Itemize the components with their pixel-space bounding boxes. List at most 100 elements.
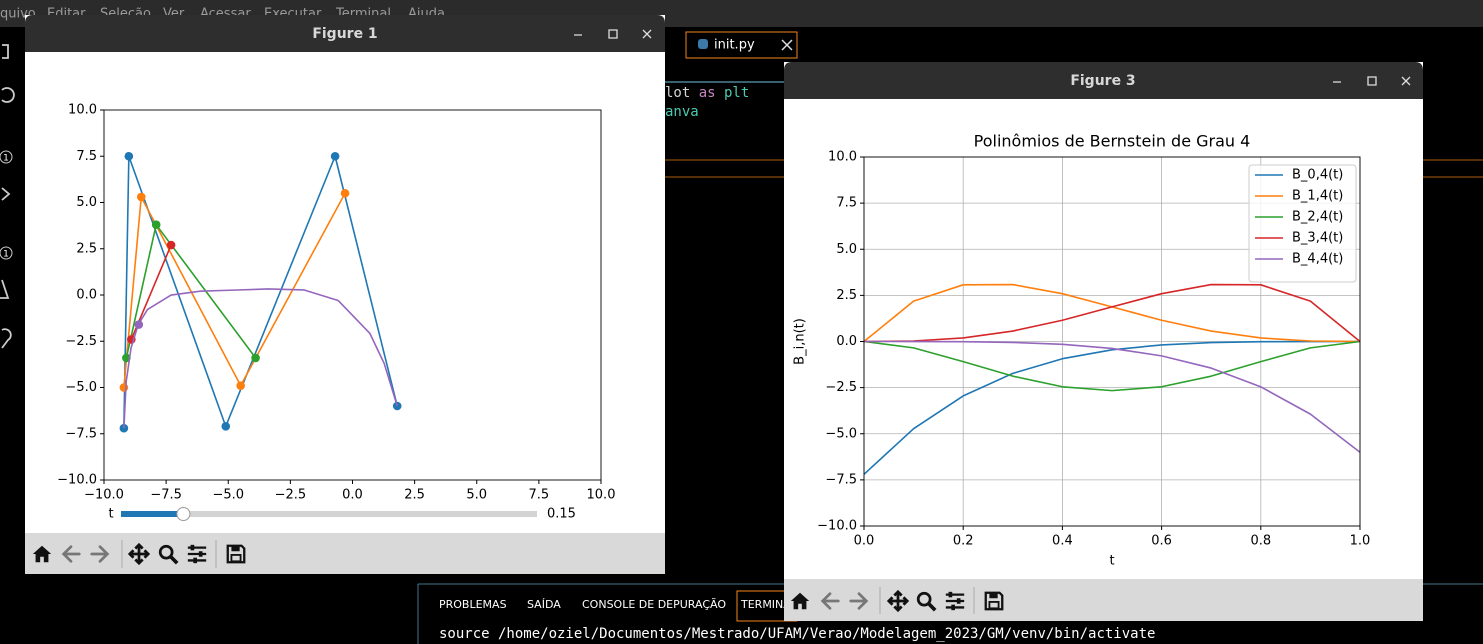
slider-knob[interactable] <box>176 507 191 521</box>
plot: −10.0 −7.5 −5.0 −2.5 0.0 2.5 5.0 7.5 10.0 −10.0 −7… <box>57 103 615 503</box>
terminal-line: source /home/oziel/Documentos/Mestrado/U… <box>439 626 1155 642</box>
x-tick-label: 0.4 <box>1052 534 1073 549</box>
window-title: Figure 1 <box>312 26 377 42</box>
code-token: lot <box>665 85 690 101</box>
legend-box <box>1248 164 1357 283</box>
x-tick-label: 10.0 <box>587 488 616 503</box>
point <box>151 220 161 229</box>
series-line <box>863 340 1361 453</box>
point <box>236 381 245 390</box>
badge-count: 1 <box>3 154 9 164</box>
chart-title: Polinômios de Bernstein de Grau 4 <box>974 132 1251 151</box>
badge-count: 1 <box>3 250 9 260</box>
series-line <box>863 283 1361 343</box>
x-tick-label: 0.6 <box>1151 534 1172 549</box>
x-tick-label: −5.0 <box>212 488 244 503</box>
point <box>119 423 129 433</box>
slider[interactable]: t 0.15 <box>108 507 576 522</box>
slider-track[interactable] <box>121 511 537 517</box>
y-tick-label: −10.0 <box>817 519 857 534</box>
tab-close[interactable] <box>781 39 793 51</box>
axes-frame <box>103 109 602 481</box>
x-tick-label: 5.0 <box>466 488 487 503</box>
code-token: plt <box>724 85 749 101</box>
title-bar <box>25 15 665 52</box>
y-tick-label: −5.0 <box>65 380 97 395</box>
legend-label: B_3,4(t) <box>1292 231 1343 246</box>
y-tick-label: 0.0 <box>836 334 857 349</box>
y-tick-label: 2.5 <box>836 288 857 303</box>
point <box>124 151 134 161</box>
x-tick-label: 0.2 <box>953 534 974 549</box>
x-tick-label: −7.5 <box>150 488 182 503</box>
y-tick-label: −2.5 <box>825 380 857 395</box>
badge <box>0 246 13 260</box>
panel-tab[interactable]: SAÍDA <box>527 598 561 611</box>
x-tick-label: 0.0 <box>342 488 363 503</box>
x-axis-label: t <box>1109 554 1114 569</box>
figure-window: Figure 1 −10.0 −7.5 −5.0 −2.5 0.0 2.5 5.0 7.5 10… <box>25 15 665 574</box>
activity-icons[interactable] <box>0 44 15 349</box>
point <box>330 151 340 161</box>
window-controls[interactable] <box>574 29 652 39</box>
y-tick-label: −5.0 <box>825 426 857 441</box>
x-tick-label: 0.8 <box>1250 534 1271 549</box>
title-bar <box>784 62 1423 99</box>
y-tick-label: 7.5 <box>836 196 857 211</box>
series-line <box>863 340 1361 392</box>
panel-tab[interactable]: TERMINAL <box>740 598 798 611</box>
point <box>251 353 260 363</box>
y-tick-label: 5.0 <box>836 242 857 257</box>
x-tick-label: 0.0 <box>854 534 875 549</box>
x-tick-label: −10.0 <box>84 488 124 503</box>
window-controls[interactable] <box>1333 76 1411 86</box>
slider-fill <box>121 511 184 517</box>
series-line <box>863 340 1361 475</box>
window-title: Figure 3 <box>1070 73 1135 89</box>
figure-window: Figure 3 0.0 0.2 0.4 0.6 0.8 1.0 −10.0 −7.5 −5.0… <box>784 62 1423 621</box>
panel-tab[interactable]: PROBLEMAS <box>439 598 507 611</box>
y-tick-label: 10.0 <box>828 150 857 165</box>
point <box>392 401 402 411</box>
point <box>119 383 129 392</box>
badge <box>0 150 13 164</box>
code-token: as <box>699 85 716 101</box>
x-tick-label: 1.0 <box>1350 534 1371 549</box>
y-tick-label: 10.0 <box>68 103 97 118</box>
point <box>136 192 146 202</box>
slider-label: t <box>108 507 113 522</box>
x-tick-label: 7.5 <box>529 488 550 503</box>
legend-label: B_2,4(t) <box>1292 210 1343 225</box>
axes-frame <box>863 156 1361 527</box>
point <box>221 422 231 431</box>
point <box>166 240 176 250</box>
y-axis-label: B_i,n(t) <box>793 318 808 365</box>
legend-label: B_1,4(t) <box>1292 189 1343 204</box>
plot: 0.0 0.2 0.4 0.6 0.8 1.0 −10.0 −7.5 −5.0 −2.5 0.0 2.… <box>793 132 1371 569</box>
toolbar <box>25 533 665 574</box>
code-token: anva <box>665 104 699 120</box>
workbench: init.py quivo Editar Seleção Ver Acessar Exec… <box>0 7 1483 644</box>
legend-label: B_0,4(t) <box>1292 168 1343 183</box>
y-tick-label: 7.5 <box>76 149 97 164</box>
y-tick-label: 2.5 <box>76 241 97 256</box>
y-tick-label: 5.0 <box>76 195 97 210</box>
python-icon <box>698 39 708 49</box>
tab-label[interactable]: init.py <box>714 38 755 53</box>
x-tick-label: −2.5 <box>275 488 307 503</box>
configure-button[interactable] <box>186 543 208 565</box>
point <box>340 188 350 198</box>
y-tick-label: −2.5 <box>65 334 97 349</box>
configure-button[interactable] <box>944 590 966 612</box>
y-tick-label: −10.0 <box>57 473 97 488</box>
series-line <box>123 288 398 429</box>
legend-label: B_4,4(t) <box>1292 252 1343 267</box>
x-tick-label: 2.5 <box>404 488 425 503</box>
y-tick-label: 0.0 <box>76 288 97 303</box>
y-tick-label: −7.5 <box>65 426 97 441</box>
panel-tab[interactable]: CONSOLE DE DEPURAÇÃO <box>582 598 726 611</box>
y-tick-label: −7.5 <box>825 472 857 487</box>
slider-value: 0.15 <box>547 507 576 522</box>
